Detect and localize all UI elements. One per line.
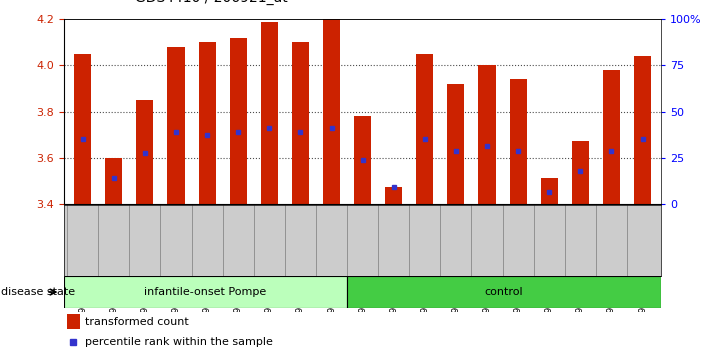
Bar [67,314,80,329]
Bar [74,54,91,204]
Bar [198,42,215,204]
Text: GDS4410 / 206921_at: GDS4410 / 206921_at [135,0,288,5]
Bar [416,54,434,204]
Bar [385,187,402,204]
Bar [354,116,371,204]
Bar [137,100,154,204]
Text: percentile rank within the sample: percentile rank within the sample [85,337,273,347]
Bar [634,56,651,204]
Bar [323,19,340,204]
Bar [261,22,278,204]
Bar [292,42,309,204]
Bar [540,178,558,204]
Bar [603,70,620,204]
Bar [167,47,185,204]
Bar [105,158,122,204]
Bar [230,38,247,204]
Bar [347,276,661,308]
Bar [479,65,496,204]
Bar [447,84,464,204]
Text: disease state: disease state [1,287,75,297]
Text: control: control [485,287,523,297]
Text: transformed count: transformed count [85,316,188,327]
Bar [64,276,347,308]
Bar [510,79,527,204]
Bar [572,141,589,204]
Text: infantile-onset Pompe: infantile-onset Pompe [144,287,267,297]
